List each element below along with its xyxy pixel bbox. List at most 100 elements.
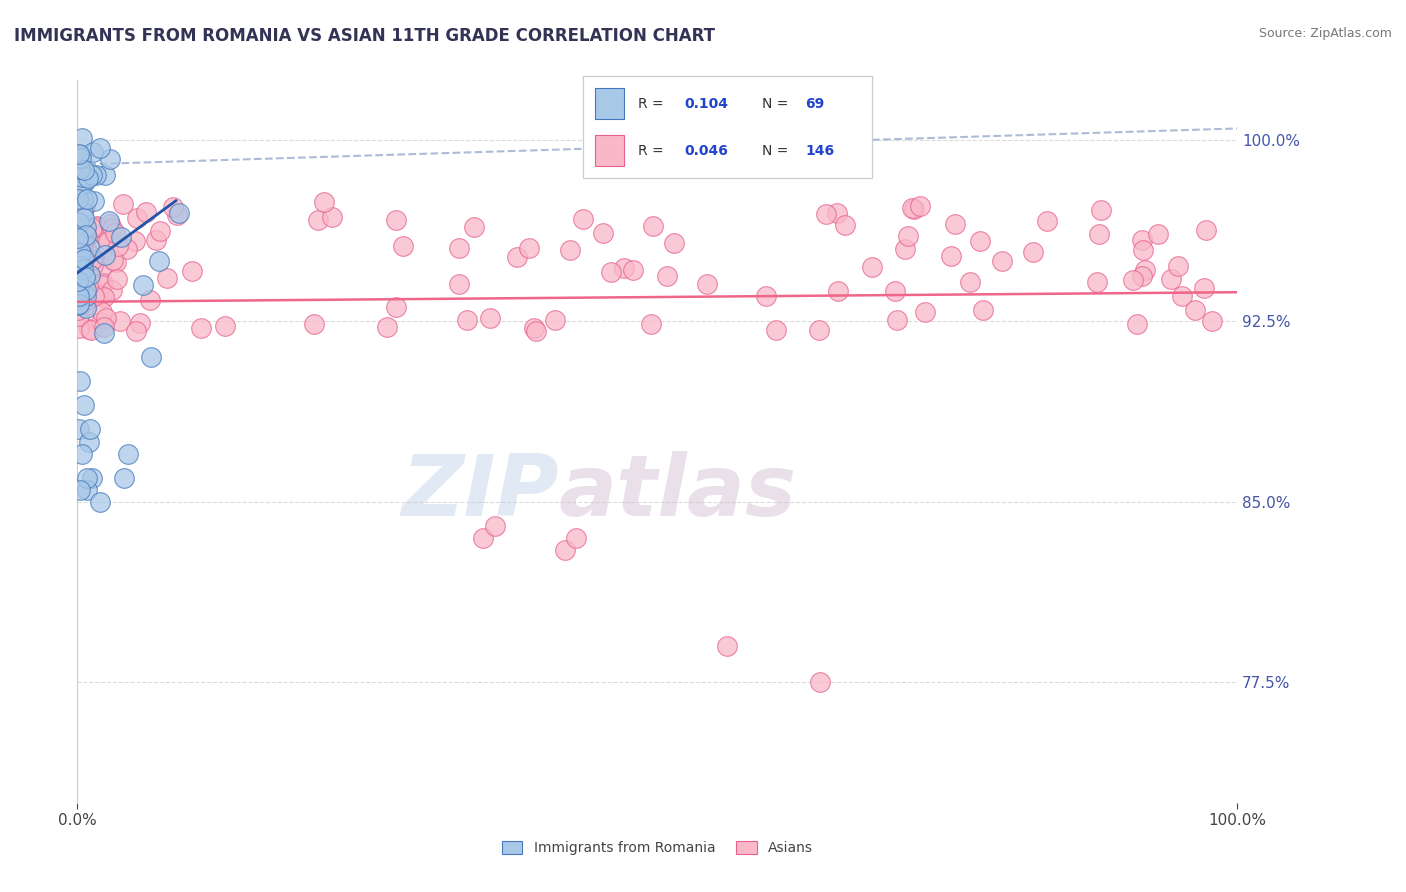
Point	[90, 278, 112, 293]
Point	[908, 199, 931, 213]
Point	[67, 217, 90, 231]
Point	[93, 227, 115, 242]
Point	[914, 304, 936, 318]
Point	[76, 279, 98, 293]
Point	[808, 675, 831, 690]
Point	[600, 265, 623, 279]
Point	[73, 269, 96, 284]
Point	[91, 277, 114, 291]
Text: 69: 69	[806, 96, 825, 111]
Point	[1126, 317, 1149, 331]
Point	[84, 220, 107, 235]
Point	[80, 323, 103, 337]
Point	[814, 206, 837, 220]
Point	[90, 315, 112, 329]
Point	[167, 205, 190, 219]
Point	[77, 240, 100, 254]
Point	[302, 317, 325, 331]
Point	[75, 227, 97, 242]
Point	[180, 264, 202, 278]
Point	[1088, 227, 1111, 241]
Point	[79, 278, 101, 293]
Point	[145, 233, 167, 247]
Point	[101, 284, 124, 298]
Point	[148, 253, 170, 268]
Point	[115, 242, 138, 256]
Point	[156, 270, 179, 285]
Point	[162, 200, 184, 214]
Point	[67, 259, 90, 273]
Point	[67, 179, 90, 194]
Point	[98, 217, 121, 231]
Point	[463, 219, 485, 234]
Point	[69, 151, 91, 165]
Point	[1195, 223, 1218, 237]
Point	[77, 171, 100, 186]
Point	[1167, 259, 1189, 273]
FancyBboxPatch shape	[595, 88, 624, 119]
Point	[70, 233, 93, 247]
Point	[75, 301, 97, 315]
Point	[76, 254, 98, 268]
Point	[1133, 263, 1156, 277]
Point	[447, 241, 470, 255]
Point	[75, 219, 97, 233]
Point	[75, 284, 97, 298]
Point	[484, 518, 506, 533]
Point	[104, 226, 127, 240]
Point	[83, 289, 105, 303]
Point	[903, 202, 925, 216]
Point	[456, 312, 478, 326]
Point	[67, 298, 90, 312]
Point	[94, 247, 117, 261]
Point	[67, 303, 90, 318]
Point	[1130, 233, 1153, 247]
Point	[640, 317, 662, 331]
Point	[860, 260, 883, 274]
Point	[571, 212, 593, 227]
Point	[69, 161, 91, 176]
Point	[1121, 273, 1143, 287]
Point	[519, 241, 541, 255]
Point	[558, 243, 581, 257]
Point	[641, 219, 664, 234]
Point	[1192, 281, 1215, 295]
Point	[79, 423, 101, 437]
Point	[69, 148, 91, 162]
Point	[69, 259, 91, 273]
Text: atlas: atlas	[558, 450, 797, 533]
Point	[894, 242, 917, 256]
Point	[139, 293, 162, 308]
Point	[972, 303, 994, 318]
Point	[101, 220, 124, 235]
Point	[901, 202, 924, 216]
Point	[392, 239, 415, 253]
Point	[98, 153, 121, 167]
Point	[655, 269, 678, 284]
Point	[67, 161, 90, 175]
Point	[1085, 275, 1108, 289]
Point	[90, 288, 112, 302]
Point	[67, 231, 90, 245]
Point	[312, 194, 335, 209]
Point	[166, 208, 188, 222]
Point	[67, 215, 90, 229]
Point	[108, 314, 131, 328]
Point	[67, 296, 90, 310]
Point	[125, 211, 148, 226]
Point	[93, 320, 115, 334]
Point	[94, 310, 117, 325]
Point	[544, 313, 567, 327]
Point	[69, 268, 91, 282]
Point	[377, 320, 399, 334]
Point	[131, 278, 153, 293]
Point	[103, 253, 125, 268]
Point	[69, 374, 91, 388]
Text: R =: R =	[638, 144, 664, 158]
Point	[897, 228, 920, 243]
Point	[884, 284, 907, 298]
Point	[67, 281, 90, 295]
Point	[943, 217, 966, 231]
Point	[84, 169, 107, 183]
Point	[75, 289, 97, 303]
